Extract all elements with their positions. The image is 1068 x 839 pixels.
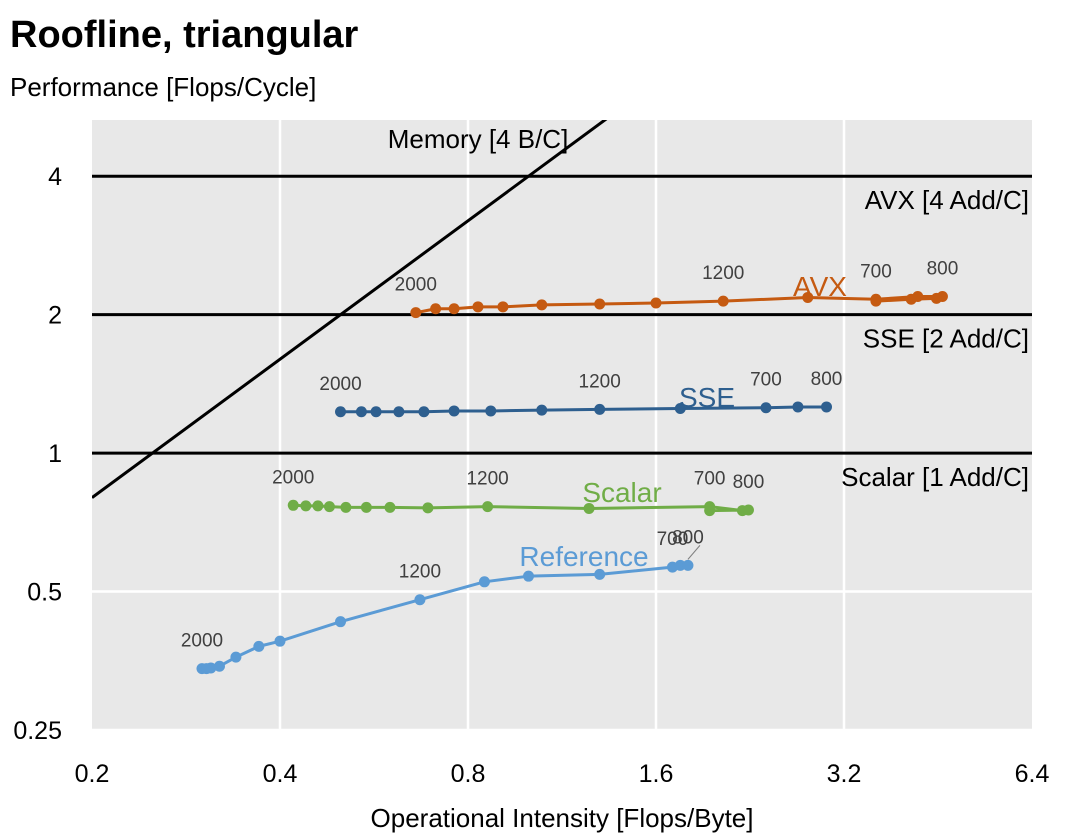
point-label: 1200 — [579, 371, 621, 392]
y-tick-label: 2 — [48, 302, 62, 330]
data-point — [792, 401, 804, 413]
data-point — [340, 501, 352, 513]
data-point — [335, 616, 347, 628]
data-point — [355, 406, 367, 418]
point-label: 1200 — [466, 469, 508, 490]
y-tick-label: 0.5 — [27, 579, 62, 607]
x-axis-label: Operational Intensity [Flops/Byte] — [371, 803, 754, 833]
data-point — [274, 635, 286, 647]
data-point — [650, 297, 662, 309]
point-label: 700 — [694, 469, 726, 490]
point-label: 700 — [860, 261, 892, 282]
point-label: 2000 — [395, 275, 437, 296]
data-point — [430, 303, 442, 315]
data-point — [704, 505, 716, 517]
data-point — [820, 401, 832, 413]
series-name-label: Reference — [519, 541, 648, 572]
data-point — [497, 301, 509, 313]
data-point — [213, 660, 225, 672]
data-point — [674, 403, 686, 415]
data-point — [312, 500, 324, 512]
data-point — [410, 307, 422, 319]
data-point — [448, 303, 460, 315]
data-point — [205, 662, 217, 674]
data-point — [594, 403, 606, 415]
point-label: 2000 — [319, 374, 361, 395]
data-point — [478, 576, 490, 588]
chart-title: Roofline, triangular — [10, 14, 359, 56]
data-point — [760, 402, 772, 414]
roof-label: Scalar [1 Add/C] — [841, 462, 1029, 492]
point-label: 1200 — [399, 562, 441, 583]
series-name-label: SSE — [679, 382, 735, 413]
roof-label: Memory [4 B/C] — [388, 124, 569, 154]
point-label: 700 — [657, 529, 689, 550]
data-point — [536, 404, 548, 416]
point-label: 2000 — [181, 631, 223, 652]
data-point — [414, 594, 426, 606]
data-point — [360, 501, 372, 513]
leader-line — [687, 545, 701, 560]
data-point — [930, 292, 942, 304]
x-tick-label: 0.2 — [75, 760, 110, 788]
point-label: 800 — [672, 527, 704, 548]
data-point — [253, 640, 265, 652]
x-tick-label: 6.4 — [1015, 760, 1050, 788]
data-point — [523, 570, 535, 582]
point-label: 1200 — [702, 263, 744, 284]
data-point — [300, 500, 312, 512]
series-name-label: Scalar — [582, 477, 661, 508]
data-point — [418, 406, 430, 418]
data-point — [393, 406, 405, 418]
data-point — [472, 301, 484, 313]
point-label: 2000 — [272, 467, 314, 488]
point-label: 800 — [811, 369, 843, 390]
x-tick-label: 3.2 — [827, 760, 862, 788]
roof-label: AVX [4 Add/C] — [865, 185, 1029, 215]
data-point — [674, 559, 686, 571]
y-tick-label: 4 — [48, 163, 62, 191]
x-tick-label: 1.6 — [639, 760, 674, 788]
y-tick-label: 0.25 — [13, 717, 62, 745]
data-point — [870, 295, 882, 307]
data-point — [742, 504, 754, 516]
point-label: 800 — [927, 259, 959, 280]
x-tick-label: 0.8 — [451, 760, 486, 788]
data-point — [536, 299, 548, 311]
series-name-label: AVX — [793, 271, 847, 302]
data-point — [485, 405, 497, 417]
plot-area — [92, 120, 1032, 730]
data-point — [594, 568, 606, 580]
memory-roof-line — [92, 120, 608, 499]
data-point — [287, 499, 299, 511]
data-point — [682, 559, 694, 571]
point-label: 700 — [750, 370, 782, 391]
data-point — [448, 405, 460, 417]
data-point — [594, 298, 606, 310]
data-point — [482, 501, 494, 513]
roof-label: SSE [2 Add/C] — [863, 324, 1029, 354]
data-point — [230, 651, 242, 663]
data-point — [583, 502, 595, 514]
data-point — [422, 502, 434, 514]
y-axis-label: Performance [Flops/Cycle] — [10, 72, 317, 102]
data-point — [335, 406, 347, 418]
data-point — [370, 406, 382, 418]
x-tick-label: 0.4 — [263, 760, 298, 788]
data-point — [384, 501, 396, 513]
y-tick-label: 1 — [48, 440, 62, 468]
data-point — [323, 501, 335, 513]
data-point — [905, 293, 917, 305]
data-point — [717, 295, 729, 307]
data-point — [802, 291, 814, 303]
point-label: 800 — [733, 472, 765, 493]
